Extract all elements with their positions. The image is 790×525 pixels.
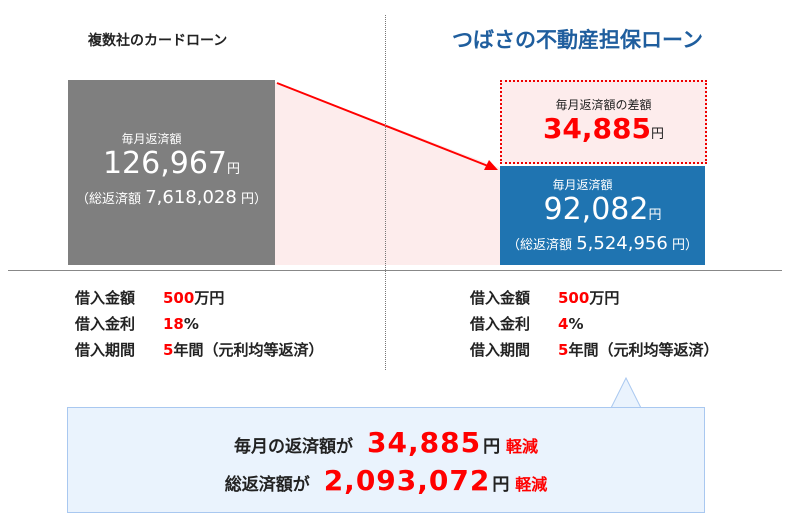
monthly-value: 126,967円 <box>102 146 241 181</box>
card-loan-payment-box: 毎月返済額 126,967円 （総返済額 7,618,028 円） <box>68 80 275 265</box>
difference-box: 毎月返済額の差額 34,885円 <box>500 80 707 164</box>
total-payment: （総返済額 7,618,028 円） <box>76 187 267 208</box>
term-row: 借入金利 18% <box>75 315 199 333</box>
left-title: 複数社のカードローン <box>88 33 228 49</box>
right-terms: 借入金額 500万円 借入金利 4% 借入期間 5年間（元利均等返済） <box>470 285 718 363</box>
summary-callout: 毎月の返済額が 34,885 円 軽減 総返済額が 2,093,072 円 軽減 <box>67 407 705 513</box>
comparison-band <box>275 82 500 265</box>
tsubasa-payment-box: 毎月返済額 92,082円 （総返済額 5,524,956 円） <box>500 166 705 265</box>
difference-label: 毎月返済額の差額 <box>555 98 652 112</box>
monthly-value: 92,082円 <box>543 192 662 227</box>
right-title: つばさの不動産担保ローン <box>452 28 703 52</box>
term-row: 借入金額 500万円 <box>75 289 225 307</box>
vertical-divider <box>385 15 386 370</box>
monthly-savings: 毎月の返済額が 34,885 円 軽減 <box>234 426 538 459</box>
total-savings: 総返済額が 2,093,072 円 軽減 <box>224 464 548 497</box>
callout-pointer <box>610 376 642 409</box>
difference-value: 34,885円 <box>542 112 665 145</box>
arrow-line <box>276 82 489 167</box>
total-payment: （総返済額 5,524,956 円） <box>507 233 698 254</box>
term-row: 借入金利 4% <box>470 315 584 333</box>
term-row: 借入金額 500万円 <box>470 289 620 307</box>
monthly-label: 毎月返済額 <box>552 178 613 192</box>
horizontal-divider <box>8 270 782 271</box>
monthly-label: 毎月返済額 <box>121 132 182 146</box>
term-row: 借入期間 5年間（元利均等返済） <box>75 341 324 359</box>
left-terms: 借入金額 500万円 借入金利 18% 借入期間 5年間（元利均等返済） <box>75 285 323 363</box>
arrow-head <box>484 160 498 170</box>
term-row: 借入期間 5年間（元利均等返済） <box>470 341 719 359</box>
